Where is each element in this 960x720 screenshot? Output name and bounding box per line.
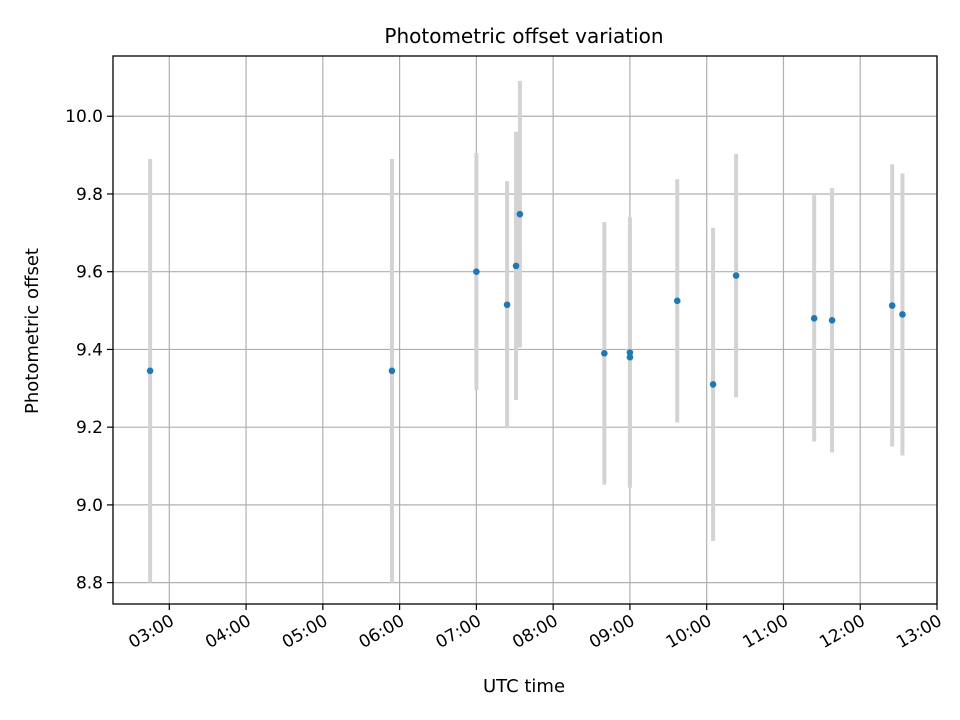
data-point (828, 316, 836, 324)
data-point (709, 381, 717, 388)
y-tick-label: 9.6 (76, 263, 103, 283)
y-tick-label: 10.0 (65, 107, 103, 127)
data-point (512, 262, 520, 270)
data-points (146, 210, 906, 388)
data-point (503, 301, 511, 309)
x-tick-label: 05:00 (279, 611, 331, 653)
y-tick-label: 9.2 (76, 418, 103, 438)
y-tick-label: 9.8 (76, 185, 103, 205)
data-point (626, 349, 634, 356)
data-point (516, 210, 524, 218)
x-tick-label: 07:00 (432, 611, 484, 653)
data-point (388, 367, 396, 375)
data-point (601, 350, 608, 357)
y-tick-label: 9.4 (76, 340, 103, 360)
x-tick-label: 04:00 (202, 611, 254, 653)
x-tick-label: 13:00 (893, 611, 945, 653)
x-tick-label: 09:00 (586, 611, 638, 653)
error-bars (148, 80, 905, 583)
x-tick-label: 11:00 (740, 611, 792, 653)
data-point (888, 302, 896, 309)
y-axis-ticks: 8.8 9.0 9.2 9.4 9.6 9.8 10.0 (65, 107, 113, 594)
x-axis-ticks: 03:00 04:00 05:00 06:00 07:00 08:00 09:00 10:00… (125, 604, 946, 653)
data-point (732, 272, 740, 279)
data-point (626, 353, 634, 361)
x-tick-label: 10:00 (663, 611, 715, 653)
data-point (899, 311, 906, 318)
data-point (473, 268, 480, 276)
data-point (673, 297, 681, 305)
data-point (810, 315, 818, 322)
x-tick-label: 03:00 (125, 611, 177, 653)
plot-frame (112, 55, 938, 605)
x-tick-label: 08:00 (509, 611, 561, 653)
data-point (146, 367, 154, 375)
x-tick-label: 12:00 (816, 611, 868, 653)
y-tick-label: 8.8 (76, 574, 103, 594)
x-tick-label: 06:00 (356, 611, 408, 653)
y-tick-label: 9.0 (76, 496, 103, 516)
chart-title: Photometric offset variation (384, 24, 663, 48)
y-axis-label: Photometric offset (22, 248, 43, 414)
x-axis-label: UTC time (483, 676, 565, 697)
